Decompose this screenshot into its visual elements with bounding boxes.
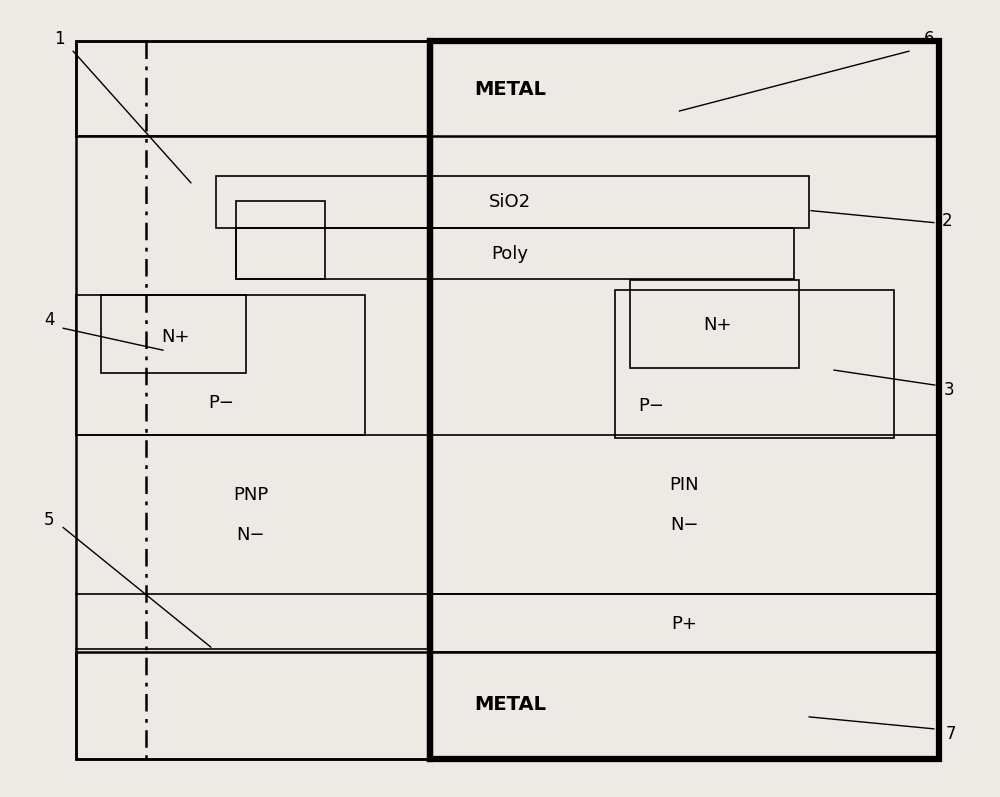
- Text: P+: P+: [672, 615, 697, 633]
- Text: METAL: METAL: [474, 80, 546, 99]
- Text: P−: P−: [639, 397, 665, 415]
- Text: Poly: Poly: [491, 245, 528, 262]
- Text: 5: 5: [44, 511, 55, 528]
- Text: SiO2: SiO2: [489, 193, 531, 210]
- Text: 4: 4: [44, 312, 55, 329]
- Text: PIN: PIN: [670, 476, 699, 493]
- Bar: [76, 41, 939, 759]
- Text: P−: P−: [208, 394, 234, 412]
- Bar: [430, 41, 939, 759]
- Text: N+: N+: [703, 316, 732, 334]
- Text: N+: N+: [162, 328, 190, 346]
- Text: 7: 7: [945, 724, 956, 743]
- Text: 1: 1: [54, 30, 65, 49]
- Bar: [430, 595, 939, 652]
- Text: 3: 3: [943, 381, 954, 399]
- Bar: [76, 652, 939, 759]
- Text: PNP: PNP: [233, 485, 268, 504]
- Bar: [236, 201, 325, 280]
- Text: 6: 6: [924, 30, 934, 49]
- Text: N−: N−: [670, 516, 699, 533]
- Bar: [76, 296, 365, 435]
- Bar: [615, 290, 894, 438]
- Text: N−: N−: [236, 525, 265, 544]
- Bar: [236, 228, 794, 280]
- Bar: [630, 281, 799, 368]
- Bar: [101, 296, 246, 373]
- Bar: [76, 41, 939, 136]
- Text: METAL: METAL: [474, 696, 546, 714]
- Bar: [216, 176, 809, 228]
- Text: 2: 2: [941, 212, 952, 230]
